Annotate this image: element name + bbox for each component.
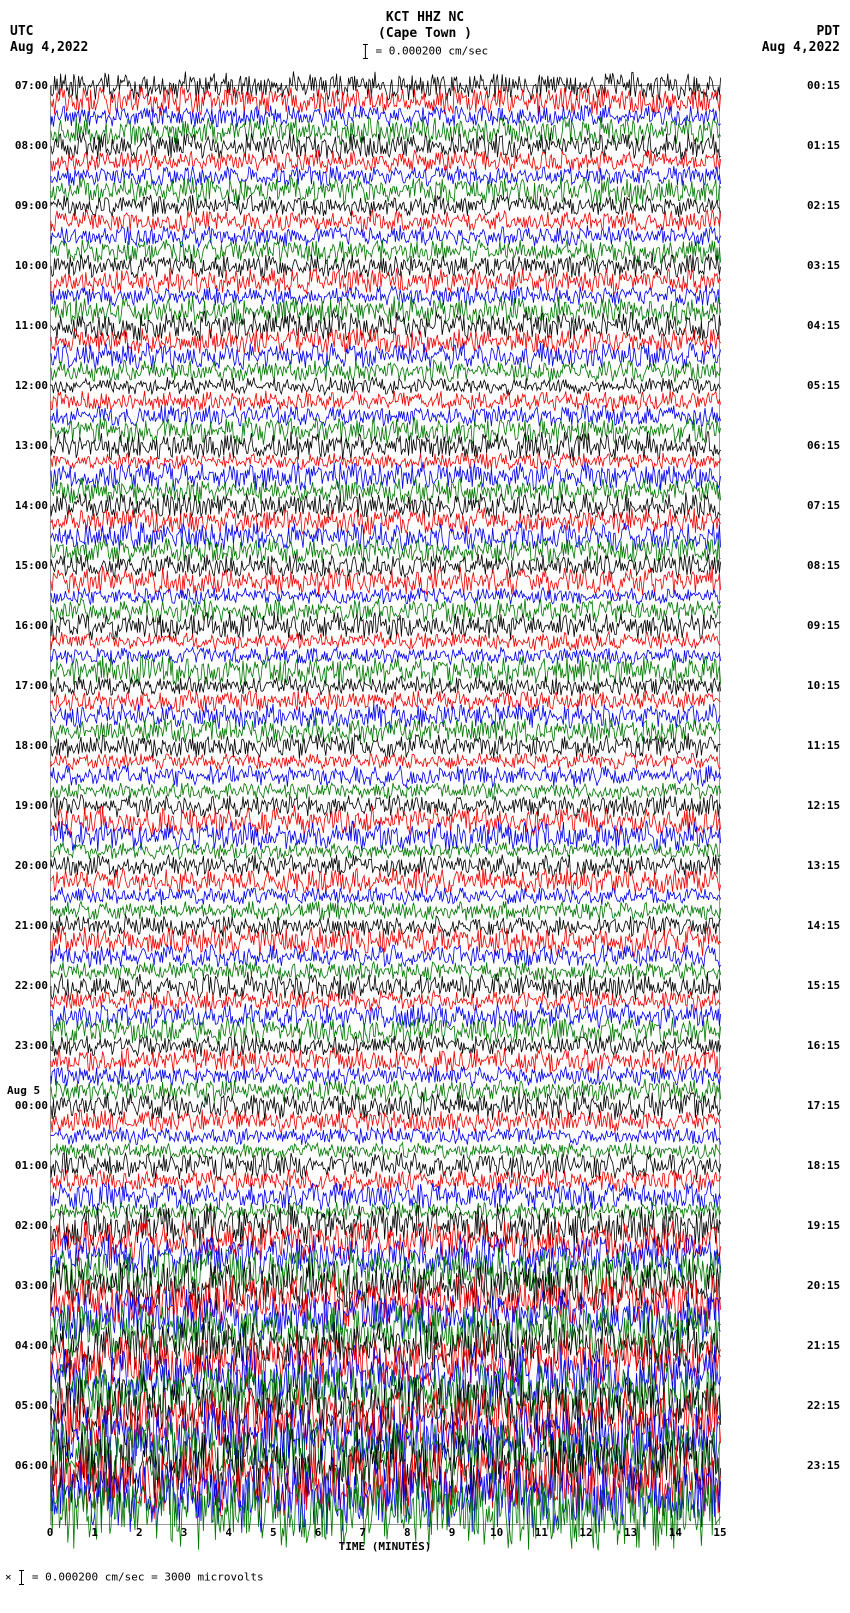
utc-label: 05:00 — [15, 1399, 48, 1412]
pdt-label: 22:15 — [807, 1399, 840, 1412]
pdt-label: 09:15 — [807, 619, 840, 632]
pdt-label: 00:15 — [807, 79, 840, 92]
helicorder-plot — [50, 85, 720, 1525]
scale-text: = 0.000200 cm/sec — [362, 44, 488, 59]
pdt-time-labels: 00:1501:1502:1503:1504:1505:1506:1507:15… — [805, 85, 845, 1525]
x-tick: 3 — [181, 1526, 188, 1539]
utc-label: 16:00 — [15, 619, 48, 632]
utc-label: 07:00 — [15, 79, 48, 92]
x-tick: 12 — [579, 1526, 592, 1539]
utc-label: 22:00 — [15, 979, 48, 992]
station-subtitle: (Cape Town ) — [378, 26, 472, 41]
tz-left: UTC — [10, 24, 33, 39]
x-tick: 9 — [449, 1526, 456, 1539]
utc-label: 11:00 — [15, 319, 48, 332]
date-left: Aug 4,2022 — [10, 40, 88, 55]
tz-right: PDT — [817, 24, 840, 39]
utc-label: 02:00 — [15, 1219, 48, 1232]
pdt-label: 23:15 — [807, 1459, 840, 1472]
pdt-label: 08:15 — [807, 559, 840, 572]
x-tick: 5 — [270, 1526, 277, 1539]
pdt-label: 13:15 — [807, 859, 840, 872]
x-tick: 7 — [359, 1526, 366, 1539]
utc-label: 21:00 — [15, 919, 48, 932]
utc-label: 08:00 — [15, 139, 48, 152]
x-tick: 4 — [225, 1526, 232, 1539]
scale-bar-icon — [365, 44, 366, 59]
utc-label: 09:00 — [15, 199, 48, 212]
x-tick: 15 — [713, 1526, 726, 1539]
pdt-label: 21:15 — [807, 1339, 840, 1352]
scale-bar-icon — [21, 1570, 22, 1585]
header: KCT HHZ NC (Cape Town ) = 0.000200 cm/se… — [0, 0, 850, 70]
utc-label: 15:00 — [15, 559, 48, 572]
pdt-label: 19:15 — [807, 1219, 840, 1232]
x-tick: 14 — [669, 1526, 682, 1539]
utc-label: 13:00 — [15, 439, 48, 452]
utc-label: 06:00 — [15, 1459, 48, 1472]
footer-scale: × = 0.000200 cm/sec = 3000 microvolts — [5, 1570, 264, 1585]
utc-label: 18:00 — [15, 739, 48, 752]
pdt-label: 10:15 — [807, 679, 840, 692]
x-tick: 13 — [624, 1526, 637, 1539]
utc-label: 19:00 — [15, 799, 48, 812]
x-axis: TIME (MINUTES) 0123456789101112131415 — [50, 1523, 720, 1553]
x-tick: 1 — [91, 1526, 98, 1539]
utc-label: 12:00 — [15, 379, 48, 392]
pdt-label: 05:15 — [807, 379, 840, 392]
x-tick: 11 — [535, 1526, 548, 1539]
x-tick: 10 — [490, 1526, 503, 1539]
x-axis-label: TIME (MINUTES) — [339, 1540, 432, 1553]
pdt-label: 12:15 — [807, 799, 840, 812]
station-title: KCT HHZ NC — [386, 10, 464, 25]
utc-label: 03:00 — [15, 1279, 48, 1292]
x-tick: 2 — [136, 1526, 143, 1539]
pdt-label: 17:15 — [807, 1099, 840, 1112]
pdt-label: 03:15 — [807, 259, 840, 272]
utc-label: 20:00 — [15, 859, 48, 872]
pdt-label: 04:15 — [807, 319, 840, 332]
pdt-label: 01:15 — [807, 139, 840, 152]
x-tick: 8 — [404, 1526, 411, 1539]
pdt-label: 07:15 — [807, 499, 840, 512]
pdt-label: 11:15 — [807, 739, 840, 752]
date-right: Aug 4,2022 — [762, 40, 840, 55]
pdt-label: 06:15 — [807, 439, 840, 452]
utc-label: 01:00 — [15, 1159, 48, 1172]
pdt-label: 18:15 — [807, 1159, 840, 1172]
utc-label: 23:00 — [15, 1039, 48, 1052]
date-marker: Aug 5 — [7, 1084, 40, 1097]
utc-time-labels: 07:0008:0009:0010:0011:0012:0013:0014:00… — [5, 85, 50, 1525]
pdt-label: 20:15 — [807, 1279, 840, 1292]
utc-label: 17:00 — [15, 679, 48, 692]
pdt-label: 16:15 — [807, 1039, 840, 1052]
pdt-label: 14:15 — [807, 919, 840, 932]
x-tick: 6 — [315, 1526, 322, 1539]
utc-label: 04:00 — [15, 1339, 48, 1352]
utc-label: 14:00 — [15, 499, 48, 512]
utc-label: 00:00 — [15, 1099, 48, 1112]
pdt-label: 02:15 — [807, 199, 840, 212]
pdt-label: 15:15 — [807, 979, 840, 992]
utc-label: 10:00 — [15, 259, 48, 272]
x-tick: 0 — [47, 1526, 54, 1539]
